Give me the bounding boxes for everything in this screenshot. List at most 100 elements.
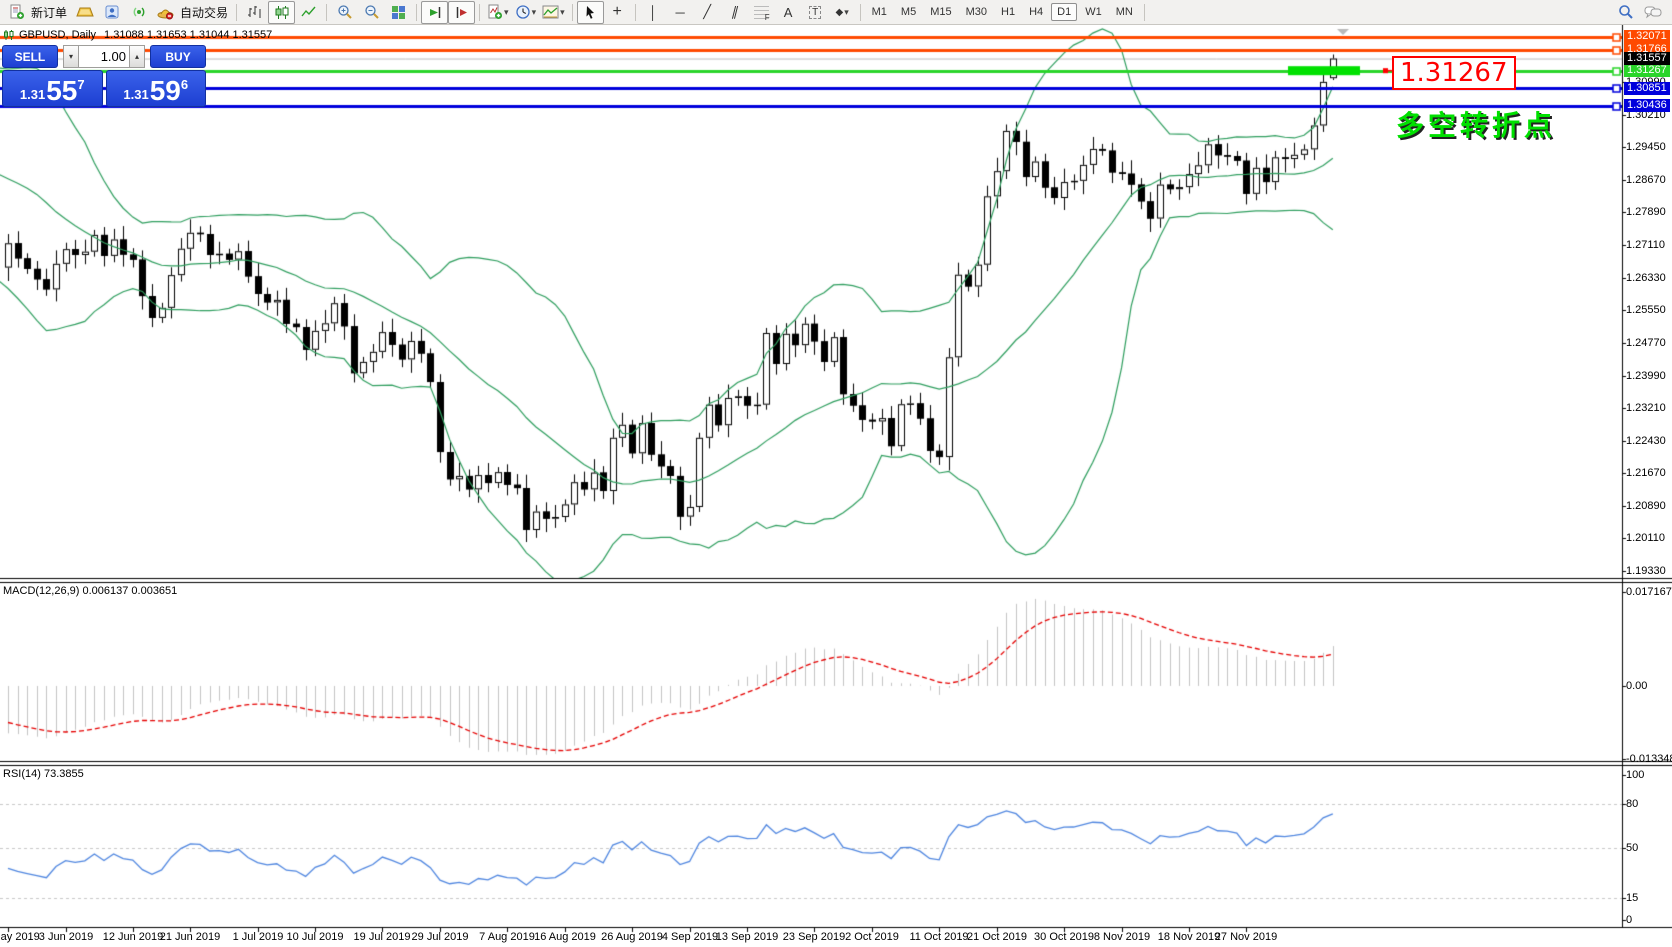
new-order-label[interactable]: 新订单 [31, 5, 68, 20]
hline-price-label[interactable]: 1.32071 [1624, 30, 1670, 43]
price-tick-label: 1.20890 [1626, 500, 1666, 512]
macd-label: MACD(12,26,9) 0.006137 0.003651 [3, 585, 178, 597]
arrows-button[interactable]: ◆ ▾ [829, 1, 856, 24]
price-tick-label: 1.29450 [1626, 141, 1666, 153]
date-tick-label: 30 Oct 2019 [1034, 931, 1094, 943]
community-button[interactable] [98, 1, 125, 24]
tab-timeframe-h1[interactable]: H1 [1001, 6, 1016, 18]
autotrading-label[interactable]: 自动交易 [180, 5, 229, 20]
periods-button[interactable]: ▾ [512, 1, 540, 24]
current-price-label: 1.31557 [1624, 52, 1670, 65]
trendline-button[interactable]: ╱ [694, 1, 721, 24]
candlestick-chart-type-button[interactable] [268, 0, 296, 24]
price-tick-label: 1.26330 [1626, 272, 1666, 284]
price-tick-label: 1.20110 [1626, 532, 1665, 544]
fibonacci-button[interactable]: F [748, 1, 775, 24]
tab-timeframe-m15[interactable]: M15 [930, 6, 952, 18]
tab-timeframe-w1[interactable]: W1 [1085, 6, 1102, 18]
indicators-icon [488, 4, 503, 19]
date-tick-label: 29 Jul 2019 [411, 931, 469, 943]
date-tick-label: 19 Jul 2019 [353, 931, 411, 943]
tab-timeframe-d1[interactable]: D1 [1051, 3, 1078, 21]
line-chart-type-button[interactable] [295, 1, 322, 24]
horizontal-line-button[interactable]: ─ [667, 1, 694, 24]
bar-chart-icon [248, 5, 261, 18]
date-tick-label: 26 Aug 2019 [601, 931, 663, 943]
dropdown-arrow-icon: ▾ [504, 6, 509, 17]
date-tick-label: 4 Sep 2019 [661, 931, 719, 943]
chart-shift-button[interactable] [448, 0, 476, 24]
dropdown-arrow-icon: ▾ [560, 6, 565, 17]
deposit-button[interactable] [71, 1, 98, 24]
toolbar-separator [1143, 3, 1145, 21]
text-icon: A [783, 4, 793, 20]
toolbar-separator [416, 3, 418, 21]
text-label-button[interactable]: T [802, 1, 829, 24]
text-button[interactable]: A [775, 1, 802, 24]
zoom-out-button[interactable] [358, 1, 385, 24]
tab-timeframe-h4[interactable]: H4 [1029, 6, 1044, 18]
equidistant-channel-button[interactable]: ∥ [721, 1, 748, 24]
date-tick-label: 12 Jun 2019 [102, 931, 164, 943]
price-tick-label: 1.25550 [1626, 304, 1666, 316]
cursor-arrow-icon [586, 5, 595, 19]
indicators-button[interactable]: ▾ [484, 1, 512, 24]
sell-button[interactable]: SELL [2, 45, 58, 68]
hline-price-label[interactable]: 1.31267 [1624, 64, 1670, 77]
zoom-out-icon [364, 5, 379, 19]
autotrading-button[interactable] [152, 1, 179, 24]
volume-input[interactable] [79, 45, 129, 68]
chart-ohlc-values: 1.31088 1.31653 1.31044 1.31557 [104, 29, 273, 41]
date-tick-label: 3 Jun 2019 [38, 931, 94, 943]
date-tick-label: 18 Nov 2019 [1157, 931, 1221, 943]
price-tick-label: 1.27110 [1626, 239, 1665, 251]
tab-timeframe-mn[interactable]: MN [1115, 6, 1133, 18]
chat-button[interactable] [1639, 1, 1666, 24]
chat-bubbles-icon [1644, 6, 1661, 18]
macd-tick-label: -0.013348 [1626, 753, 1672, 765]
date-tick-label: 10 Jul 2019 [286, 931, 344, 943]
hline-price-label[interactable]: 1.30436 [1624, 99, 1670, 112]
crosshair-button[interactable]: + [604, 1, 631, 24]
price-tick-label: 1.24770 [1626, 337, 1666, 349]
tab-timeframe-m5[interactable]: M5 [900, 6, 917, 18]
signals-button[interactable] [125, 1, 152, 24]
auto-scroll-button[interactable] [421, 0, 449, 24]
templates-button[interactable]: ▾ [539, 1, 568, 24]
volume-decrease-button[interactable]: ▾ [63, 45, 79, 68]
price-tick-label: 1.23210 [1626, 402, 1666, 414]
date-tick-label: 24 May 2019 [0, 931, 40, 943]
vertical-line-button[interactable]: │ [640, 1, 667, 24]
buy-price-box[interactable]: 1.31 59 6 [105, 70, 206, 107]
zoom-in-button[interactable] [331, 1, 358, 24]
line-chart-icon [301, 6, 316, 16]
rsi-tick-label: 80 [1626, 798, 1639, 810]
toolbar-separator [479, 3, 481, 21]
volume-increase-button[interactable]: ▴ [129, 45, 145, 68]
bar-chart-type-button[interactable] [241, 1, 268, 24]
rsi-label: RSI(14) 73.3855 [3, 768, 84, 780]
toolbar-separator [859, 3, 861, 21]
tab-timeframe-m1[interactable]: M1 [871, 6, 887, 18]
cursor-button[interactable] [576, 0, 604, 24]
vertical-line-icon: │ [649, 4, 658, 20]
fibonacci-icon: F [753, 5, 770, 22]
tab-timeframe-m30[interactable]: M30 [965, 6, 987, 18]
macd-tick-label: 0.00 [1626, 680, 1648, 692]
trendline-icon: ╱ [703, 4, 712, 19]
hline-price-label[interactable]: 1.30851 [1624, 82, 1670, 95]
price-axis: 1.309901.302101.294501.286701.278901.271… [1624, 0, 1672, 947]
price-callout-box[interactable]: 1.31267 [1392, 56, 1516, 90]
arrows-icon: ◆ [835, 6, 844, 18]
buy-button[interactable]: BUY [150, 45, 206, 68]
turning-point-annotation[interactable]: 多空转折点 [1396, 110, 1557, 141]
search-button[interactable] [1612, 1, 1639, 24]
sell-price-box[interactable]: 1.31 55 7 [2, 70, 103, 107]
price-tick-label: 1.30210 [1626, 109, 1666, 121]
macd-tick-label: 0.017167 [1626, 586, 1672, 598]
new-order-button[interactable] [3, 1, 30, 24]
tile-windows-button[interactable] [385, 1, 412, 24]
buy-price-pip: 6 [180, 77, 189, 92]
